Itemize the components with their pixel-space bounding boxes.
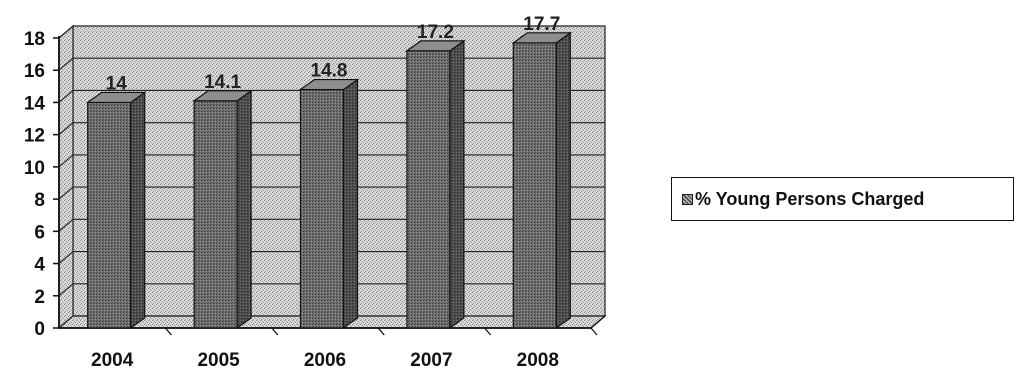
floor-edge: [590, 315, 606, 329]
x-tick: [164, 327, 172, 336]
bar: [87, 101, 132, 329]
bar: [512, 42, 557, 329]
data-label: 17.7: [523, 14, 560, 35]
x-tick: [377, 327, 385, 336]
bar-top: [405, 40, 466, 52]
data-label: 14: [106, 73, 128, 94]
side-wall: [58, 24, 74, 330]
data-label: 17.2: [417, 22, 454, 43]
y-tick-label: 14: [24, 93, 46, 114]
y-tick-label: 18: [24, 29, 45, 50]
bars-group: [85, 31, 573, 330]
x-tick-label: 2004: [91, 350, 134, 371]
y-tick-label: 16: [24, 61, 45, 82]
bar-top: [85, 91, 147, 104]
bar-side: [449, 39, 465, 330]
bar-side: [342, 78, 359, 330]
y-tick-label: 4: [34, 255, 45, 276]
bar: [193, 100, 238, 329]
y-tick-label: 12: [24, 126, 45, 147]
y-tick-label: 2: [34, 287, 45, 308]
y-tick-label: 0: [34, 319, 45, 340]
bar-top: [192, 90, 253, 102]
x-tick: [484, 327, 492, 336]
legend-swatch: [682, 193, 693, 205]
x-tick-label: 2007: [410, 350, 452, 371]
legend: % Young Persons Charged: [671, 177, 1014, 221]
gridline: [58, 25, 605, 39]
legend-label: % Young Persons Charged: [695, 188, 925, 209]
data-label: 14.1: [204, 72, 241, 93]
bar-top: [511, 32, 573, 44]
y-tick-label: 8: [34, 190, 45, 211]
bar: [406, 50, 451, 329]
x-tick: [271, 327, 279, 336]
data-label: 14.8: [311, 61, 348, 82]
x-tick-label: 2006: [304, 350, 346, 371]
y-tick-label: 6: [34, 222, 45, 243]
x-tick-label: 2005: [197, 350, 240, 371]
bar-top: [298, 78, 360, 91]
y-tick-label: 10: [24, 158, 45, 179]
bar-side: [130, 91, 146, 330]
labels-group: 0 2 4 6 8 10 12 14 16 18 14 2004 14.1 2005 14.8 2006 17.…: [24, 14, 560, 371]
bar-side: [236, 89, 252, 330]
x-tick-label: 2008: [517, 350, 559, 371]
bar-side: [555, 31, 571, 330]
bar: [299, 88, 345, 329]
x-tick: [590, 327, 598, 336]
